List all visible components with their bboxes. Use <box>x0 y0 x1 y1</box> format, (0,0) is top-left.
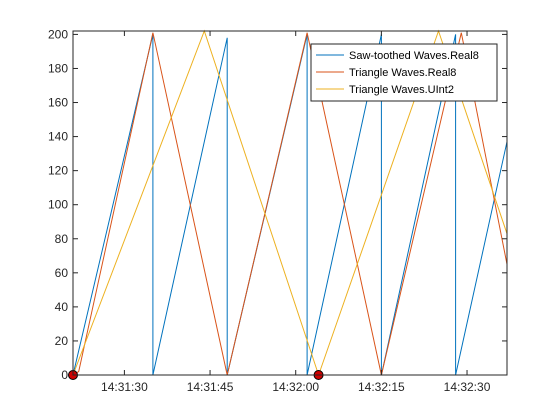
legend-label: Saw-toothed Waves.Real8 <box>349 50 479 62</box>
axes: 0 20 40 60 80 100 120 140 160 180 200 14:31:30 14:31… <box>48 27 508 394</box>
y-tick-label: 120 <box>48 164 68 178</box>
x-tick-label: 14:31:45 <box>187 380 234 394</box>
y-tick-label: 180 <box>48 61 68 75</box>
y-tick-label: 40 <box>55 300 69 314</box>
y-tick-label: 100 <box>48 198 68 212</box>
y-tick-label: 60 <box>55 266 69 280</box>
x-tick-label: 14:32:30 <box>444 380 491 394</box>
y-tick-label: 140 <box>48 130 68 144</box>
legend-label: Triangle Waves.Real8 <box>349 67 456 79</box>
legend-label: Triangle Waves.UInt2 <box>349 84 454 96</box>
axes-box <box>72 30 508 376</box>
x-tick-label: 14:31:30 <box>101 380 148 394</box>
x-tick-label: 14:32:15 <box>358 380 405 394</box>
legend: Saw-toothed Waves.Real8 Triangle Waves.Re… <box>310 43 498 102</box>
x-tick-label: 14:32:00 <box>272 380 319 394</box>
y-tick-label: 20 <box>55 334 69 348</box>
y-tick-label: 160 <box>48 96 68 110</box>
y-tick-label: 0 <box>61 368 68 382</box>
y-tick-label: 80 <box>55 232 69 246</box>
y-tick-label: 200 <box>48 27 68 41</box>
